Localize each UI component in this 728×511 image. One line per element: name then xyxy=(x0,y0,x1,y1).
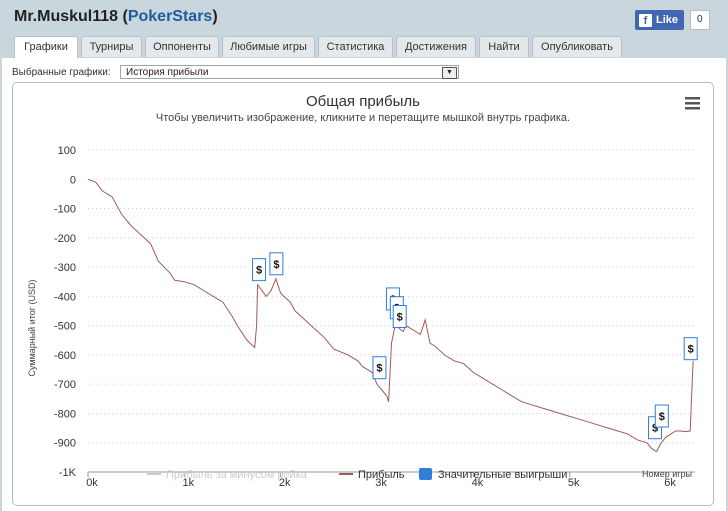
tab-achievements[interactable]: Достижения xyxy=(396,36,476,57)
big-win-marker[interactable]: $ xyxy=(654,404,669,428)
marker-flag xyxy=(269,252,284,276)
y-tick-label: -500 xyxy=(54,321,76,333)
legend-item-net-profit[interactable]: Прибыль за минусом рейка xyxy=(166,469,308,481)
y-tick-label: -300 xyxy=(54,262,76,274)
tab-search[interactable]: Найти xyxy=(479,36,529,57)
facebook-like-widget: f Like 0 xyxy=(635,10,710,30)
y-axis-ticks: 100 0 -100 -200 -300 -400 -500 -600 -700 -800 -900… xyxy=(54,145,77,479)
y-tick-label: 100 xyxy=(58,145,76,157)
x-tick-label: 2k xyxy=(279,477,291,489)
paren-close: ) xyxy=(212,8,218,25)
chart-selector[interactable]: История прибыли ▼ xyxy=(120,65,459,79)
legend-item-profit[interactable]: Прибыль xyxy=(358,469,405,481)
chart-container[interactable]: Общая прибыль Чтобы увеличить изображени… xyxy=(12,82,714,506)
marker-label: $ xyxy=(273,259,279,271)
marker-label: $ xyxy=(376,363,382,375)
big-win-marker[interactable]: $ xyxy=(252,258,267,282)
y-tick-label: -200 xyxy=(54,233,76,245)
y-tick-label: -600 xyxy=(54,350,76,362)
profit-chart[interactable]: Общая прибыль Чтобы увеличить изображени… xyxy=(13,83,713,505)
facebook-like-button[interactable]: f Like xyxy=(635,10,685,30)
marker-label: $ xyxy=(659,411,665,423)
y-tick-label: -900 xyxy=(54,438,76,450)
content-panel: Выбранные графики: История прибыли ▼ Обща… xyxy=(2,58,726,511)
marker-flag xyxy=(683,337,698,361)
y-axis-label: Суммарный итог (USD) xyxy=(27,279,37,376)
marker-flag xyxy=(654,404,669,428)
big-win-marker[interactable]: $ xyxy=(392,304,407,328)
x-axis-ticks: 0k 1k 2k 3k 4k 5k 6k xyxy=(86,472,676,489)
markers-layer: $$$$$$$$$ xyxy=(252,252,698,440)
y-tick-label: -700 xyxy=(54,379,76,391)
player-name: Mr.Muskul118 xyxy=(14,8,119,25)
x-tick-label: 3k xyxy=(375,477,387,489)
marker-label: $ xyxy=(397,311,403,323)
x-axis-label: Номер игры xyxy=(642,469,692,479)
chart-title: Общая прибыль xyxy=(306,93,420,110)
marker-flag xyxy=(372,356,387,380)
y-tick-label: 0 xyxy=(70,174,76,186)
tab-publish[interactable]: Опубликовать xyxy=(532,36,622,57)
y-tick-label: -100 xyxy=(54,204,76,216)
tab-statistics[interactable]: Статистика xyxy=(318,36,393,57)
facebook-icon: f xyxy=(639,13,652,27)
big-win-marker[interactable]: $ xyxy=(683,337,698,361)
y-tick-label: -400 xyxy=(54,291,76,303)
x-tick-label: 0k xyxy=(86,477,98,489)
window-header: Mr.Muskul118 (PokerStars) f Like 0 xyxy=(0,0,728,36)
big-win-marker[interactable]: $ xyxy=(372,356,387,380)
page-title: Mr.Muskul118 (PokerStars) xyxy=(14,8,218,26)
x-tick-label: 1k xyxy=(183,477,195,489)
like-count: 0 xyxy=(690,10,710,30)
paren-open: ( xyxy=(118,8,128,25)
chevron-down-icon[interactable]: ▼ xyxy=(442,67,457,79)
marker-label: $ xyxy=(688,344,694,356)
menu-icon[interactable] xyxy=(685,97,700,110)
x-tick-label: 4k xyxy=(472,477,484,489)
chart-grid xyxy=(88,149,695,473)
marker-flag xyxy=(392,304,407,328)
big-win-marker[interactable]: $ xyxy=(269,252,284,276)
tab-opponents[interactable]: Оппоненты xyxy=(145,36,219,57)
marker-label: $ xyxy=(256,265,262,277)
legend-item-big-wins[interactable]: Значительные выигрыши xyxy=(438,469,567,481)
chart-selector-label: Выбранные графики: xyxy=(12,67,111,78)
like-label: Like xyxy=(656,14,679,26)
marker-flag xyxy=(252,258,267,282)
marker-label: $ xyxy=(652,423,658,435)
x-tick-label: 6k xyxy=(664,477,676,489)
tab-charts[interactable]: Графики xyxy=(14,36,78,59)
x-tick-label: 5k xyxy=(568,477,580,489)
y-tick-label: -800 xyxy=(54,408,76,420)
tab-tournaments[interactable]: Турниры xyxy=(81,36,142,57)
tab-favorite-games[interactable]: Любимые игры xyxy=(222,36,315,57)
chart-subtitle: Чтобы увеличить изображение, кликните и … xyxy=(156,112,570,124)
site-link[interactable]: PokerStars xyxy=(127,8,213,25)
legend: Прибыль за минусом рейка Прибыль Значите… xyxy=(147,468,567,481)
chart-selector-value: История прибыли xyxy=(126,67,209,78)
legend-symbol-big-wins xyxy=(419,468,432,480)
y-tick-label: -1K xyxy=(59,467,77,479)
